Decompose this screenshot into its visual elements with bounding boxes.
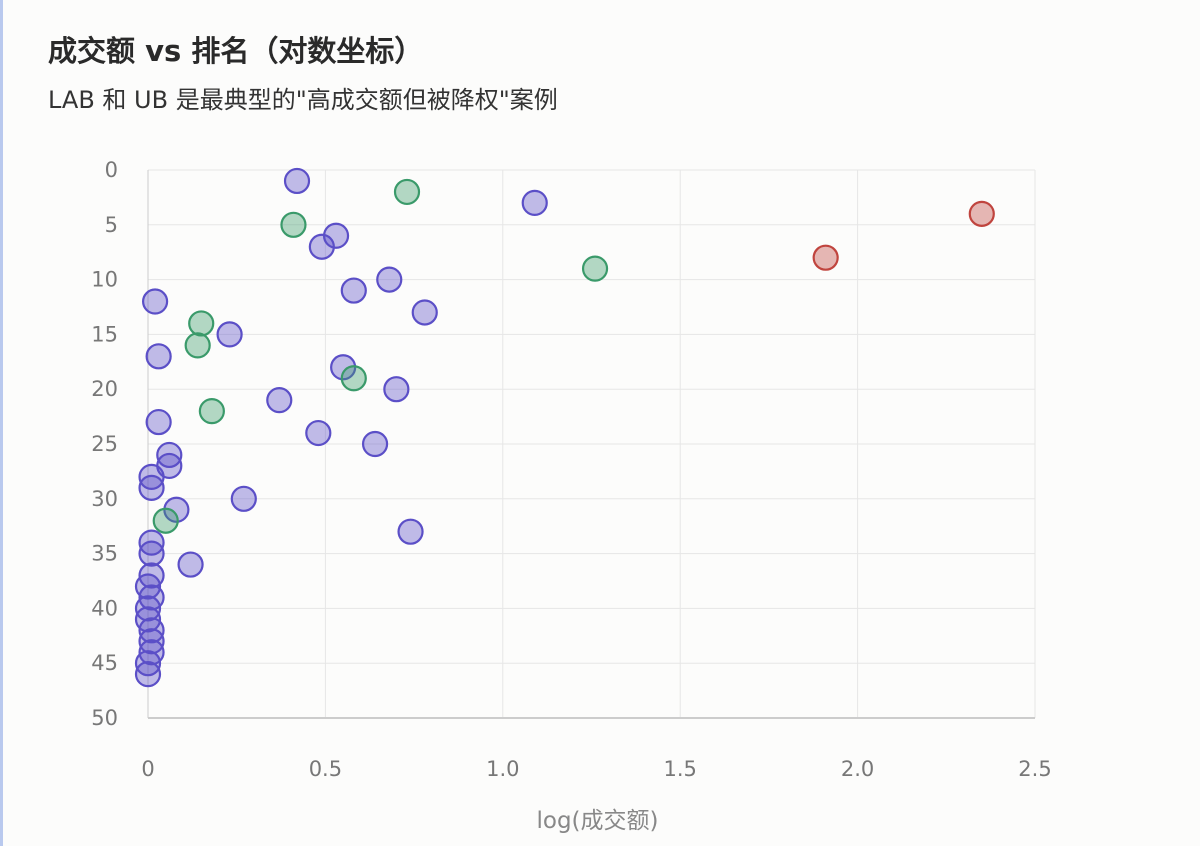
data-point	[361, 430, 389, 458]
y-tick-label: 45	[91, 651, 118, 675]
data-point	[188, 310, 215, 337]
data-point	[141, 288, 169, 315]
left-accent-bar	[0, 0, 3, 846]
data-point	[145, 343, 172, 370]
data-point	[411, 299, 438, 326]
axis-layer: 0 5 10 15 20 25 30 35 40 45 50 0 0.5 1.0 1.5 2.0 2.5	[91, 158, 1051, 781]
y-tick-label: 20	[91, 377, 118, 401]
y-tick-label: 35	[91, 542, 118, 566]
data-point	[305, 419, 332, 447]
data-point	[145, 408, 172, 436]
data-point	[968, 200, 995, 227]
point-layer	[134, 167, 995, 688]
data-point	[581, 255, 609, 282]
data-point	[393, 178, 421, 206]
data-point	[216, 321, 243, 348]
data-point	[308, 233, 335, 260]
data-point	[266, 387, 293, 414]
data-point	[198, 398, 225, 425]
data-point	[280, 211, 307, 238]
data-point	[152, 507, 179, 534]
x-tick-label: 1.0	[486, 757, 519, 781]
y-tick-label: 30	[91, 487, 118, 511]
y-tick-label: 0	[105, 158, 118, 182]
x-tick-label: 1.5	[663, 757, 696, 781]
y-tick-label: 15	[91, 322, 118, 346]
data-point	[138, 474, 165, 501]
data-point	[138, 540, 165, 567]
data-point	[177, 551, 204, 578]
data-point	[376, 266, 403, 293]
x-tick-label: 2.0	[841, 757, 874, 781]
y-tick-label: 50	[91, 706, 118, 730]
grid-layer	[147, 169, 1036, 719]
y-tick-label: 25	[91, 432, 118, 456]
x-tick-label: 0.5	[309, 757, 342, 781]
x-tick-label: 0	[141, 757, 154, 781]
data-point	[230, 485, 257, 512]
data-point	[283, 167, 311, 195]
chart-subtitle: LAB 和 UB 是最典型的"高成交额但被降权"案例	[48, 86, 558, 114]
data-point	[383, 376, 410, 403]
data-point	[134, 661, 162, 688]
data-point	[521, 189, 548, 216]
chart-title: 成交额 vs 排名（对数坐标）	[48, 34, 424, 68]
x-tick-label: 2.5	[1018, 757, 1051, 781]
data-point	[397, 518, 424, 545]
data-point	[340, 277, 367, 304]
data-point	[340, 365, 367, 392]
x-axis-title: log(成交额)	[536, 808, 658, 834]
y-tick-label: 5	[105, 213, 118, 237]
data-point	[184, 332, 211, 359]
y-tick-label: 40	[91, 596, 118, 620]
data-point	[812, 244, 839, 271]
y-tick-label: 10	[91, 268, 118, 292]
